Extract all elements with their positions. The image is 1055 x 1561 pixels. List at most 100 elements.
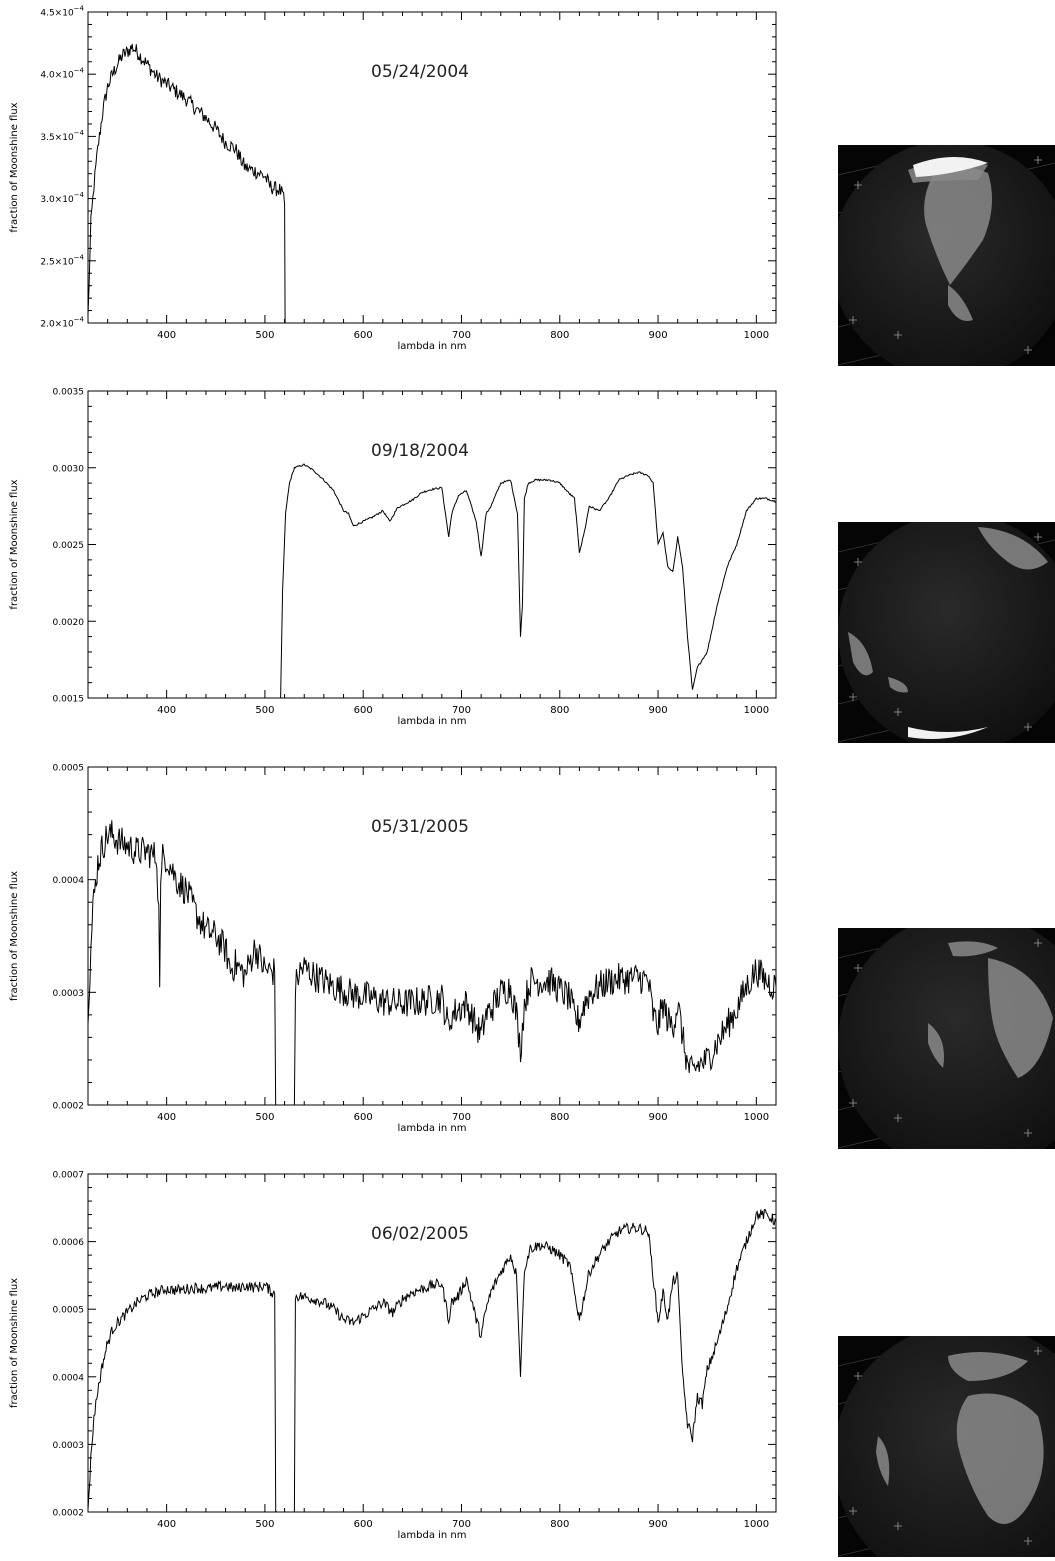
spectrum-line [293, 1209, 776, 1512]
chart-panel: 400 500 600 700 800 900 1000 0.0015 0.0020 0.0025… [9, 388, 777, 727]
plot-frame [87, 1173, 777, 1513]
y-tick-label: 0.0015 [53, 695, 85, 705]
chart-panel: 400 500 600 700 800 900 1000 0.0002 0.0003 0.0004… [9, 764, 777, 1134]
landmass [948, 285, 973, 321]
spectrum-line [280, 463, 776, 698]
x-tick-label: 500 [255, 705, 274, 716]
x-axis-label: lambda in nm [397, 1530, 466, 1541]
star-marker [849, 1099, 857, 1107]
x-tick-label: 900 [649, 1519, 668, 1530]
x-tick-label: 400 [157, 705, 176, 716]
x-tick-label: 600 [354, 330, 373, 341]
x-tick-label: 800 [550, 1519, 569, 1530]
star-marker [1034, 156, 1042, 164]
y-axis-label: fraction of Moonshine flux [9, 1278, 20, 1408]
spectrum-line [293, 957, 776, 1105]
landmass [988, 958, 1053, 1078]
x-tick-label: 1000 [744, 1519, 769, 1530]
landmass [876, 1436, 890, 1486]
landmass [928, 1023, 944, 1068]
y-tick-label: 0.0025 [53, 541, 85, 551]
x-axis-label: lambda in nm [397, 716, 466, 727]
earth-image-4 [833, 1315, 1055, 1561]
y-tick-label: 0.0030 [53, 464, 85, 474]
y-tick-label: 2.5×10−4 [40, 253, 84, 267]
x-tick-label: 800 [550, 330, 569, 341]
x-tick-label: 900 [649, 1112, 668, 1123]
landmass [848, 632, 873, 676]
ice-cap [908, 727, 988, 740]
x-tick-label: 400 [157, 1112, 176, 1123]
landmass [948, 941, 998, 957]
x-tick-label: 600 [354, 1519, 373, 1530]
y-tick-label: 3.0×10−4 [40, 191, 84, 205]
spectrum-line [88, 1280, 278, 1512]
y-tick-label: 0.0005 [53, 1306, 85, 1316]
star-marker [1034, 533, 1042, 541]
y-axis-label: fraction of Moonshine flux [9, 479, 20, 609]
star-marker [854, 1372, 862, 1380]
chart-panel: 400 500 600 700 800 900 1000 0.0002 0.0003 0.0004… [9, 1171, 777, 1541]
y-tick-label: 0.0003 [53, 1441, 85, 1451]
earth-image-1 [831, 124, 1055, 380]
x-tick-label: 400 [157, 330, 176, 341]
star-marker [854, 964, 862, 972]
y-tick-label: 4.5×10−4 [40, 5, 84, 19]
globe [838, 513, 1055, 752]
x-tick-label: 500 [255, 330, 274, 341]
star-marker [894, 331, 902, 339]
x-tick-label: 500 [255, 1112, 274, 1123]
y-axis-label: fraction of Moonshine flux [9, 102, 20, 232]
x-tick-label: 800 [550, 1112, 569, 1123]
y-tick-label: 0.0020 [53, 618, 85, 628]
y-tick-label: 0.0002 [53, 1102, 85, 1112]
earth-view-southern-hemisphere-icon [837, 501, 1055, 752]
earth-view-africa-europe-icon [837, 907, 1055, 1174]
star-marker [894, 708, 902, 716]
x-tick-label: 1000 [744, 330, 769, 341]
x-tick-label: 700 [452, 330, 471, 341]
y-tick-label: 0.0003 [53, 989, 85, 999]
star-marker [1024, 1537, 1032, 1545]
x-tick-label: 600 [354, 1112, 373, 1123]
star-marker [1034, 1347, 1042, 1355]
earth-view-north-america-icon [831, 124, 1055, 380]
landmass [924, 166, 992, 285]
chart-panel: 400 500 600 700 800 900 1000 2.0×10−4 2.5×10−4 3.… [9, 5, 777, 352]
x-tick-label: 1000 [744, 705, 769, 716]
x-tick-label: 500 [255, 1519, 274, 1530]
landmass [948, 1352, 1028, 1381]
spectrum-line [88, 820, 277, 1105]
star-marker [849, 316, 857, 324]
x-tick-label: 600 [354, 705, 373, 716]
star-marker [894, 1522, 902, 1530]
panel-title: 05/31/2005 [371, 817, 469, 837]
spectrum-line [88, 43, 286, 323]
x-tick-label: 1000 [744, 1112, 769, 1123]
landmass [888, 677, 908, 693]
earth-image-3 [837, 907, 1055, 1174]
star-marker [849, 693, 857, 701]
x-tick-label: 700 [452, 1112, 471, 1123]
y-tick-label: 0.0004 [53, 1373, 85, 1383]
star-marker [854, 181, 862, 189]
y-axis-label: fraction of Moonshine flux [9, 871, 20, 1001]
star-marker [1024, 346, 1032, 354]
panel-title: 09/18/2004 [371, 441, 469, 461]
x-tick-label: 900 [649, 705, 668, 716]
landmass [978, 527, 1048, 570]
y-tick-label: 2.0×10−4 [40, 316, 84, 330]
plot-frame [87, 11, 777, 324]
plot-frame [87, 766, 777, 1106]
y-tick-label: 3.5×10−4 [40, 129, 84, 143]
star-marker [1034, 939, 1042, 947]
panel-title: 05/24/2004 [371, 62, 469, 82]
x-tick-label: 700 [452, 705, 471, 716]
star-marker [1024, 1129, 1032, 1137]
plot-frame [87, 390, 777, 699]
x-tick-label: 800 [550, 705, 569, 716]
y-tick-label: 4.0×10−4 [40, 67, 84, 81]
x-axis-label: lambda in nm [397, 1123, 466, 1134]
y-tick-label: 0.0005 [53, 764, 85, 774]
y-tick-label: 0.0035 [53, 388, 85, 398]
